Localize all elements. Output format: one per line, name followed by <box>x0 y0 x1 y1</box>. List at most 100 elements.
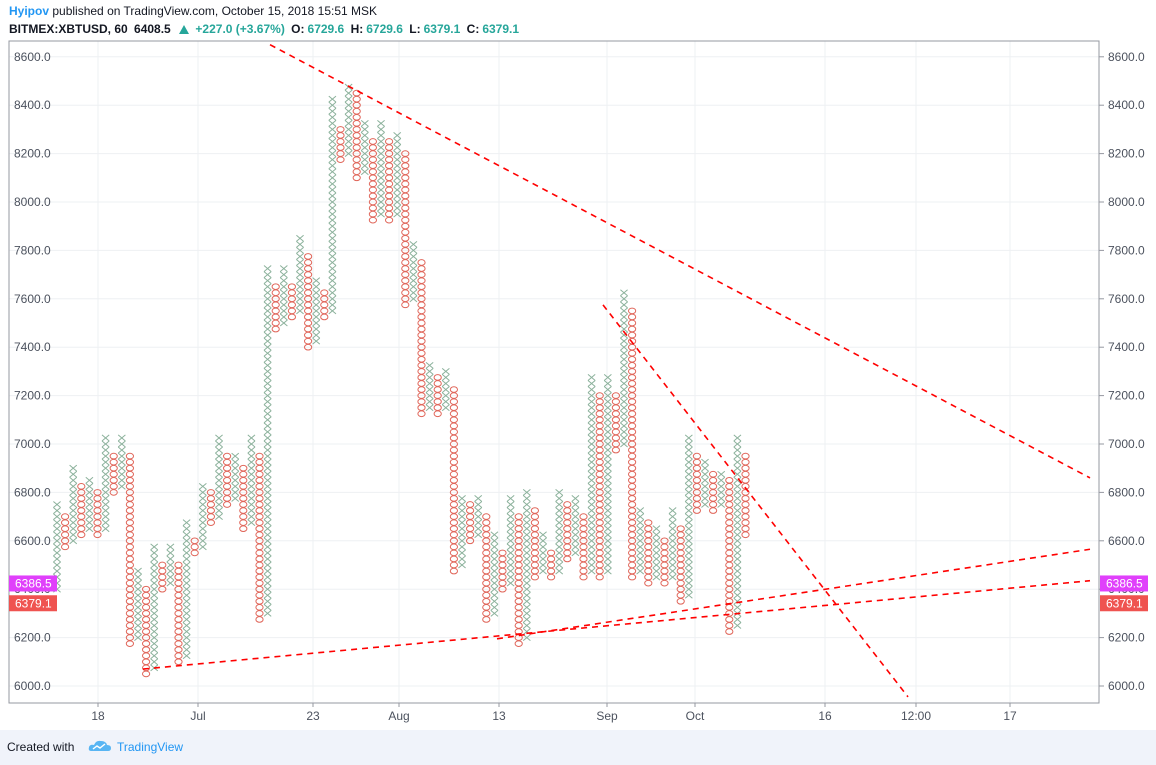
o-box <box>498 579 507 587</box>
x-box <box>150 579 159 587</box>
o-box <box>223 476 232 484</box>
x-box <box>215 458 223 466</box>
o-box <box>611 404 621 412</box>
x-box <box>263 392 272 400</box>
x-box <box>150 555 159 563</box>
o-box <box>417 301 426 309</box>
o-box <box>336 126 345 133</box>
x-box <box>198 507 207 514</box>
o-box <box>417 319 426 327</box>
x-box <box>360 144 369 151</box>
x-box <box>684 458 693 466</box>
x-box <box>522 519 531 527</box>
x-box <box>458 501 466 508</box>
trendline[interactable] <box>496 548 1091 640</box>
x-box <box>360 119 369 127</box>
trendline[interactable] <box>142 579 1091 670</box>
x-box <box>539 549 547 557</box>
pnf-chart[interactable]: 8600.0 8400.0 8200.0 8000.0 7800.0 7600.0 7400… <box>0 0 1156 730</box>
o-box <box>304 277 313 284</box>
o-box <box>514 525 523 533</box>
o-box <box>725 567 734 575</box>
x-box <box>166 579 175 587</box>
o-box <box>725 531 734 539</box>
x-box <box>603 392 612 400</box>
o-box <box>514 597 523 605</box>
right-price-axis[interactable]: 8600.0 8400.0 8200.0 8000.0 7800.0 7600.0 7400… <box>1099 50 1145 693</box>
x-box <box>377 192 385 200</box>
o-box <box>514 579 523 587</box>
tradingview-cloud-icon[interactable] <box>88 739 112 753</box>
x-box <box>668 537 677 545</box>
y-tick-label-right: 7400.0 <box>1108 340 1145 354</box>
o-box <box>77 495 86 502</box>
trendline[interactable] <box>269 43 1091 479</box>
o-box <box>660 579 669 587</box>
x-box <box>506 531 515 539</box>
o-box <box>304 271 313 278</box>
x-box <box>198 519 207 527</box>
x-box <box>247 440 256 448</box>
x-box <box>684 573 693 581</box>
x-box <box>587 513 596 521</box>
o-box <box>628 434 637 442</box>
x-box <box>668 573 677 581</box>
o-box <box>595 507 604 514</box>
x-box <box>344 144 353 151</box>
x-box <box>344 95 353 103</box>
x-box <box>636 537 645 545</box>
x-box <box>328 113 337 121</box>
x-box <box>198 531 207 539</box>
x-box <box>198 495 207 502</box>
o-box <box>449 446 458 454</box>
time-axis[interactable]: 18 Jul 23 Aug 13 Sep Oct 16 12:00 17 <box>91 703 1017 723</box>
x-box <box>231 495 240 502</box>
o-box <box>255 555 264 563</box>
o-box <box>142 640 151 647</box>
o-box <box>287 313 296 321</box>
o-box <box>595 428 604 436</box>
x-box <box>636 531 645 539</box>
o-box <box>660 573 669 581</box>
x-box <box>701 470 709 478</box>
x-box <box>425 386 434 393</box>
x-box <box>458 543 466 551</box>
x-box <box>377 198 385 206</box>
o-box <box>125 622 134 629</box>
o-box <box>77 519 86 526</box>
o-box <box>611 398 621 405</box>
o-box <box>125 452 134 460</box>
x-box <box>393 204 402 212</box>
x-box <box>247 501 256 508</box>
o-box <box>417 368 426 375</box>
o-box <box>692 464 702 472</box>
x-box <box>296 253 304 260</box>
o-box <box>514 622 523 629</box>
x-box <box>263 585 272 593</box>
x-box <box>166 555 175 563</box>
price-label-right-text: 6379.1 <box>1106 596 1143 610</box>
x-box <box>490 537 499 545</box>
o-box <box>174 622 183 629</box>
x-box <box>717 476 726 484</box>
o-box <box>449 525 458 533</box>
o-box <box>336 138 345 145</box>
o-box <box>547 567 556 575</box>
x-box <box>506 507 515 514</box>
x-box <box>733 573 742 581</box>
x-box <box>587 380 596 387</box>
o-box <box>449 561 458 569</box>
x-box <box>198 482 207 490</box>
author-link[interactable]: Hyipov <box>9 4 50 18</box>
x-box <box>571 549 580 557</box>
tradingview-link[interactable]: TradingView <box>117 740 184 754</box>
o-box <box>174 652 183 660</box>
x-box <box>279 271 288 279</box>
trendlines[interactable] <box>142 43 1091 698</box>
o-box <box>660 543 669 551</box>
trendline[interactable] <box>602 304 909 698</box>
o-box <box>482 610 491 617</box>
x-box <box>328 174 337 182</box>
x-box <box>360 162 369 170</box>
x-box <box>312 295 321 303</box>
